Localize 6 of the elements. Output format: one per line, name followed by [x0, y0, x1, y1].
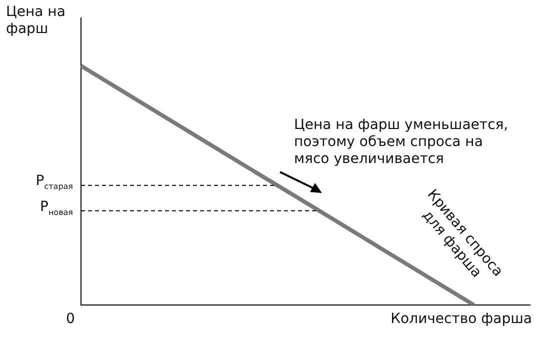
- ref-line-label: P$_{новая}$: [40, 198, 73, 219]
- ref-line-label: P$_{старая}$: [36, 173, 73, 194]
- text: 0: [66, 311, 75, 328]
- y-axis-title: Цена на фарш: [6, 4, 66, 38]
- annotation: Цена на фарш уменьшается, поэтому объем спроса на мясо увеличивается: [294, 117, 509, 168]
- x-axis-title: Количество фарша: [390, 311, 532, 328]
